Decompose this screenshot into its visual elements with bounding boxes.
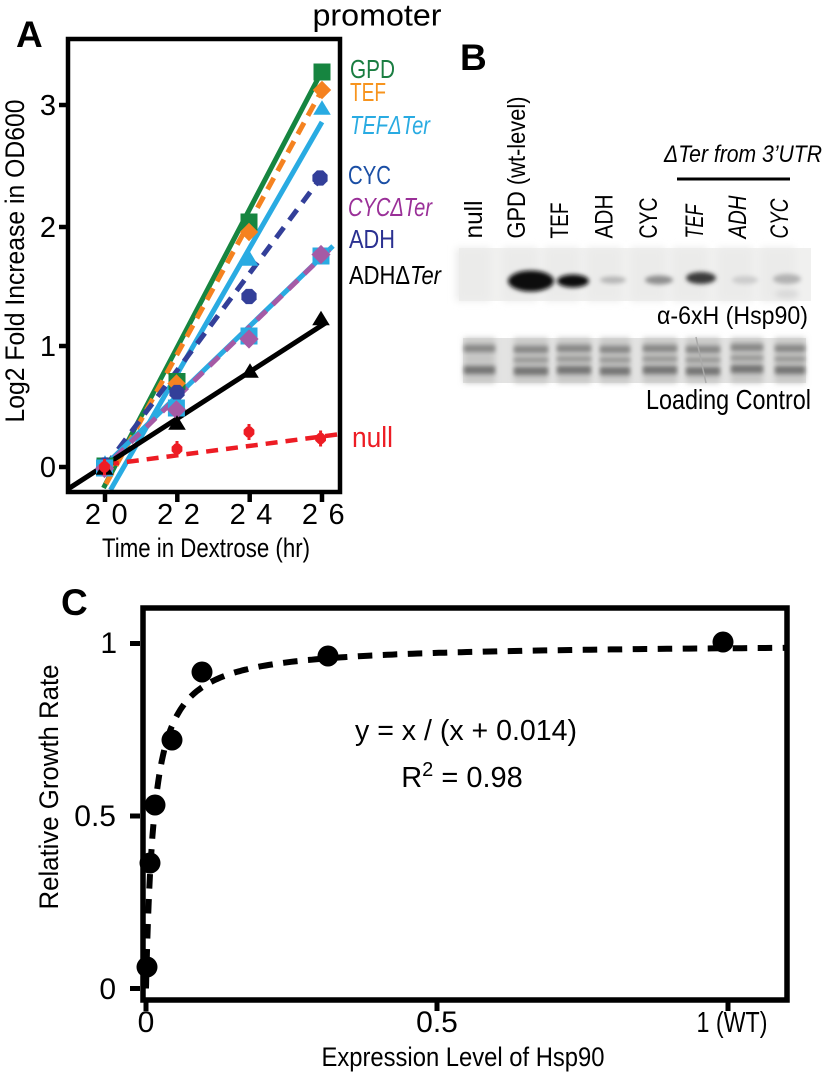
svg-text:0: 0 <box>40 452 56 484</box>
svg-text:0.5: 0.5 <box>416 1006 458 1039</box>
svg-text:Loading Control: Loading Control <box>646 384 811 415</box>
svg-text:null: null <box>460 201 488 239</box>
svg-text:20: 20 <box>85 499 138 531</box>
svg-text:0: 0 <box>138 1006 155 1039</box>
svg-text:GPD (wt-level): GPD (wt-level) <box>503 97 531 239</box>
svg-text:CYC: CYC <box>635 198 663 239</box>
svg-text:α-6xH (Hsp90): α-6xH (Hsp90) <box>657 302 808 330</box>
svg-text:TEF: TEF <box>350 77 386 107</box>
svg-text:22: 22 <box>157 499 210 531</box>
svg-text:26: 26 <box>302 499 355 531</box>
svg-text:A: A <box>16 14 43 55</box>
svg-text:null: null <box>352 422 393 454</box>
svg-text:ΔTer from 3’UTR: ΔTer from 3’UTR <box>663 141 822 168</box>
svg-text:ADH: ADH <box>724 195 752 240</box>
svg-text:CYC: CYC <box>348 160 391 190</box>
svg-text:B: B <box>460 37 487 78</box>
svg-text:Log2 Fold Increase in OD600: Log2 Fold Increase in OD600 <box>0 100 30 423</box>
svg-text:C: C <box>61 582 88 623</box>
svg-text:ADH: ADH <box>591 195 619 239</box>
svg-text:GPD: GPD <box>350 54 395 84</box>
svg-text:1: 1 <box>40 331 56 363</box>
svg-text:TEFΔTer: TEFΔTer <box>350 110 431 140</box>
svg-text:Relative Growth Rate: Relative Growth Rate <box>34 665 64 910</box>
svg-text:2: 2 <box>40 212 56 244</box>
svg-text:y = x / (x + 0.014): y = x / (x + 0.014) <box>355 715 577 747</box>
svg-text:24: 24 <box>230 499 283 531</box>
svg-text:0.5: 0.5 <box>74 800 116 833</box>
svg-text:TEF: TEF <box>681 203 709 238</box>
svg-text:Expression Level of Hsp90: Expression Level of Hsp90 <box>322 1042 605 1072</box>
svg-text:3: 3 <box>40 90 56 122</box>
svg-text:ADHΔTer: ADHΔTer <box>349 260 442 290</box>
svg-text:promoter: promoter <box>313 0 442 33</box>
svg-text:CYC: CYC <box>766 198 794 239</box>
svg-text:1 (WT): 1 (WT) <box>697 1007 768 1039</box>
svg-text:R2 = 0.98: R2 = 0.98 <box>401 759 523 794</box>
svg-text:1: 1 <box>100 627 117 660</box>
svg-text:CYCΔTer: CYCΔTer <box>348 192 433 222</box>
svg-text:ADH: ADH <box>349 224 395 254</box>
svg-text:0: 0 <box>99 973 116 1006</box>
svg-text:TEF: TEF <box>546 203 574 239</box>
svg-text:Time in Dextrose (hr): Time in Dextrose (hr) <box>102 533 310 563</box>
